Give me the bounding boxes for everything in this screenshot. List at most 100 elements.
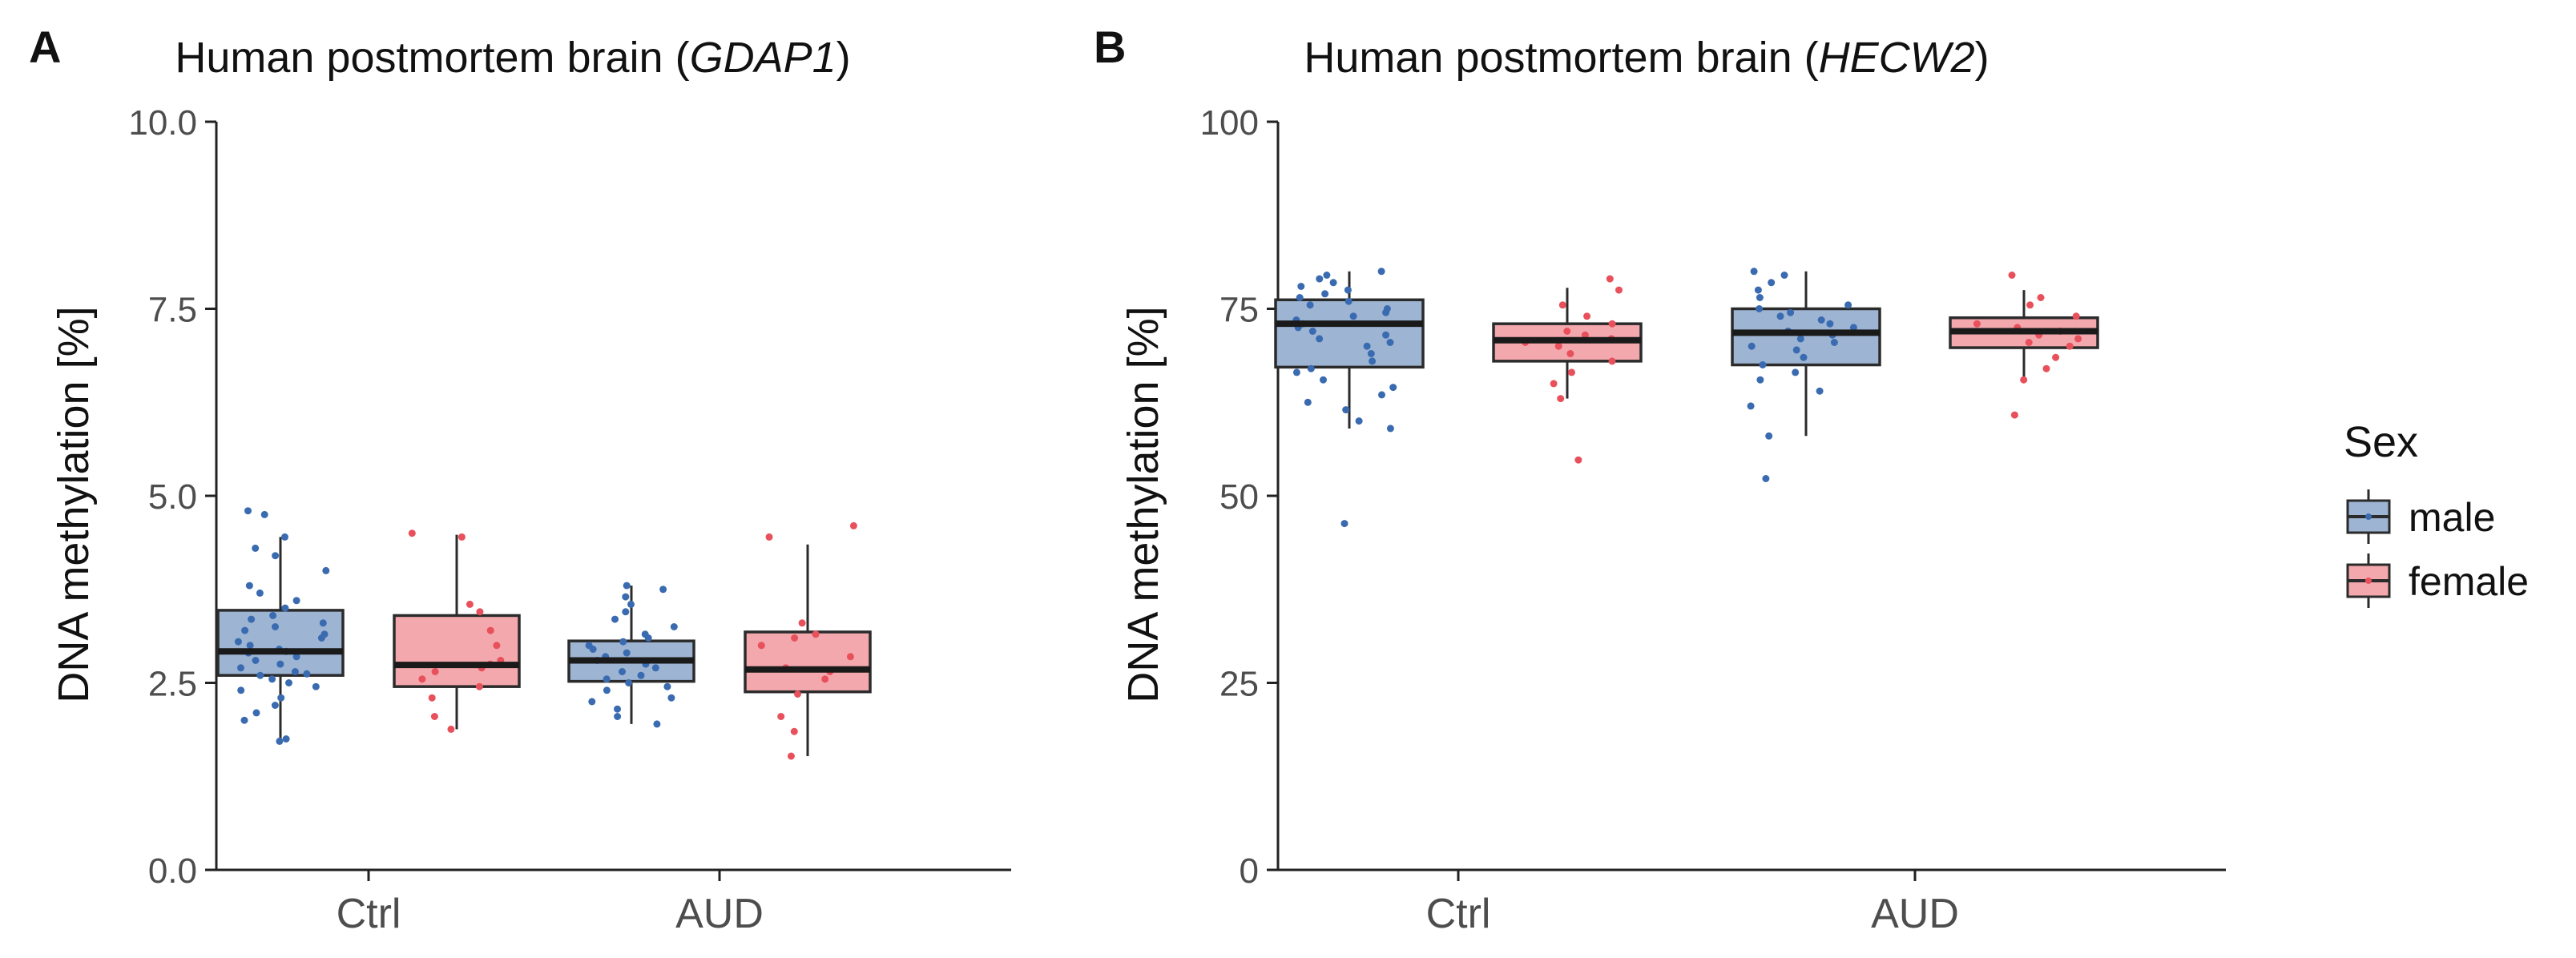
data-point-male [667, 694, 675, 702]
data-point-male [1748, 342, 1756, 350]
data-point-female [458, 533, 466, 541]
data-point-male [1768, 279, 1776, 287]
data-point-male [1849, 324, 1857, 332]
data-point-male [651, 664, 659, 672]
data-point-male [585, 642, 593, 650]
data-point-male [1377, 268, 1385, 276]
data-point-male [237, 664, 244, 672]
data-point-female [2025, 339, 2033, 346]
data-point-male [619, 668, 626, 675]
data-point-male [248, 615, 256, 623]
data-point-male [282, 735, 290, 743]
data-point-female [1568, 368, 1575, 376]
y-tick-label: 25 [1219, 665, 1259, 704]
data-point-male [1776, 312, 1784, 320]
data-point-female [2072, 312, 2080, 320]
data-point-male [1378, 391, 1385, 399]
data-point-male [281, 604, 289, 612]
data-point-male [653, 720, 661, 728]
data-point-female [846, 653, 854, 661]
data-point-male [1344, 297, 1353, 305]
y-tick-label: 10.0 [128, 103, 197, 143]
data-point-male [623, 582, 631, 590]
data-point-male [1756, 376, 1764, 384]
data-point-male [1780, 272, 1788, 279]
box-female [744, 630, 872, 694]
box-female [393, 614, 521, 688]
data-point-male [588, 698, 596, 706]
data-point-male [611, 615, 619, 623]
x-tick-label: Ctrl [337, 891, 401, 937]
data-point-male [268, 675, 276, 683]
data-point-female [475, 682, 483, 690]
data-point-male [1292, 368, 1300, 376]
data-point-male [246, 642, 254, 650]
panel-b-title-suffix: ) [1975, 34, 1989, 82]
data-point-male [241, 626, 249, 634]
data-point-female [849, 521, 857, 529]
data-point-male [1830, 339, 1838, 346]
data-point-male [1817, 316, 1825, 324]
data-point-male [1349, 312, 1357, 320]
data-point-male [1321, 290, 1329, 298]
data-point-male [319, 619, 327, 627]
data-point-male [1765, 432, 1773, 440]
data-point-male [625, 679, 633, 686]
data-point-female [2026, 301, 2034, 309]
data-point-male [1369, 357, 1377, 365]
panel-a: A Human postmortem brain (GDAP1) DNA met… [29, 22, 1011, 937]
data-point-female [2052, 353, 2060, 361]
data-point-male [603, 675, 611, 683]
panel-b-title-text: Human postmortem brain ( [1304, 34, 1818, 82]
data-point-male [276, 660, 284, 668]
data-point-male [237, 686, 245, 694]
data-point-male [281, 533, 288, 541]
data-point-female [1574, 456, 1582, 464]
data-point-female [428, 694, 436, 702]
data-point-male [1340, 520, 1348, 528]
data-point-male [277, 694, 285, 702]
data-point-male [1383, 305, 1391, 312]
panel-a-title-text: Human postmortem brain ( [175, 34, 689, 82]
panel-a-letter: A [29, 22, 61, 72]
data-point-male [659, 586, 667, 594]
data-point-male [641, 630, 649, 638]
data-point-female [476, 608, 484, 616]
y-tick-label: 75 [1219, 291, 1259, 330]
data-point-male [1363, 342, 1371, 350]
data-point-male [1316, 275, 1324, 283]
panel-a-ylabel: DNA methylation [%] [50, 306, 98, 702]
box-male [1274, 298, 1425, 369]
legend-label-female: female [2409, 559, 2529, 604]
data-point-male [622, 608, 630, 616]
data-point-male [1307, 364, 1315, 372]
legend-key-point [2365, 578, 2372, 584]
data-point-female [790, 727, 798, 735]
data-point-female [1550, 380, 1558, 388]
data-point-male [285, 679, 292, 686]
data-point-female [418, 675, 426, 683]
panel-b-plot: 0 25 50 75 100 Ctrl AUD [1200, 103, 2226, 937]
data-point-male [1306, 301, 1314, 309]
data-point-female [466, 600, 474, 608]
data-point-male [1367, 350, 1375, 357]
data-point-male [269, 611, 277, 619]
data-point-male [252, 544, 260, 552]
data-point-female [493, 642, 501, 650]
data-point-female [1566, 350, 1574, 357]
y-tick-label: 50 [1219, 477, 1259, 517]
data-point-female [1615, 286, 1623, 294]
data-point-male [627, 600, 635, 608]
data-point-male [252, 709, 260, 717]
x-tick-label: AUD [1871, 891, 1959, 937]
data-point-female [2066, 342, 2074, 350]
data-point-male [272, 552, 280, 560]
data-point-male [271, 702, 279, 709]
panel-a-title: Human postmortem brain (GDAP1) [175, 34, 850, 82]
data-point-female [431, 668, 439, 675]
data-point-male [322, 566, 330, 574]
panel-b-title-gene: HECW2 [1819, 34, 1975, 82]
data-point-male [1844, 301, 1852, 309]
y-tick-label: 5.0 [148, 477, 197, 517]
